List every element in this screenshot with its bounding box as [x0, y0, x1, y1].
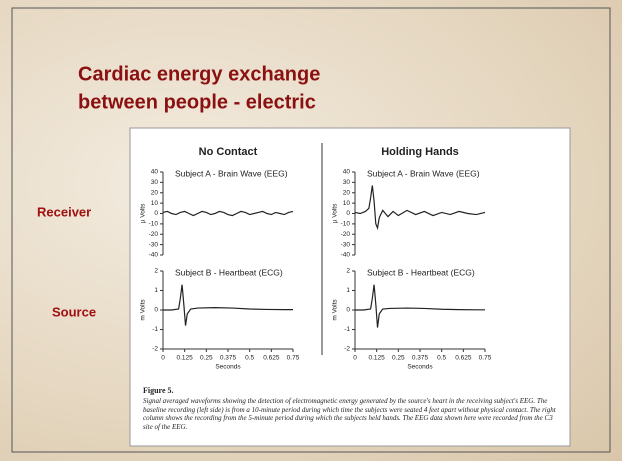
- column-header: Holding Hands: [381, 146, 459, 158]
- y-tick-label: 30: [343, 179, 351, 186]
- x-tick-label: 0.25: [200, 355, 213, 362]
- y-tick-label: -30: [149, 241, 159, 248]
- y-tick-label: -1: [344, 326, 350, 333]
- figure-panel: [129, 127, 571, 447]
- y-tick-label: 0: [346, 210, 350, 217]
- y-tick-label: 0: [154, 210, 158, 217]
- x-tick-label: 0.375: [412, 355, 429, 362]
- y-tick-label: 2: [346, 268, 350, 275]
- chart-title: Subject B - Heartbeat (ECG): [175, 267, 283, 277]
- x-tick-label: 0.75: [287, 355, 300, 362]
- waveform: [162, 210, 294, 217]
- figure-caption: Signal averaged waveforms showing the de…: [143, 397, 556, 431]
- x-tick-label: 0.625: [263, 355, 280, 362]
- y-tick-label: 2: [154, 268, 158, 275]
- waveform: [354, 185, 486, 231]
- y-tick-label: 30: [151, 179, 159, 186]
- slide-title: Cardiac energy exchange: [78, 63, 320, 85]
- y-tick-label: 20: [151, 189, 159, 196]
- waveform: [163, 284, 293, 326]
- row-label: Source: [52, 304, 96, 319]
- slide-frame: [11, 7, 611, 453]
- x-tick-label: 0.125: [177, 355, 194, 362]
- y-tick-label: -10: [149, 221, 159, 228]
- y-tick-label: -1: [152, 326, 158, 333]
- y-tick-label: 10: [343, 200, 351, 207]
- y-tick-label: -10: [341, 221, 351, 228]
- y-axis-label: µ Volts: [332, 203, 339, 223]
- y-axis-label: m Volts: [332, 299, 339, 321]
- x-tick-label: 0.125: [369, 355, 386, 362]
- chart-title: Subject A - Brain Wave (EEG): [367, 168, 480, 178]
- x-tick-label: 0.5: [437, 355, 446, 362]
- waveform: [355, 284, 485, 328]
- y-tick-label: 1: [346, 287, 350, 294]
- y-tick-label: 1: [154, 287, 158, 294]
- y-tick-label: 0: [346, 307, 350, 314]
- column-header: No Contact: [199, 146, 258, 158]
- y-tick-label: -2: [152, 346, 158, 353]
- y-tick-label: 20: [343, 189, 351, 196]
- y-tick-label: -2: [344, 346, 350, 353]
- x-tick-label: 0.25: [392, 355, 405, 362]
- x-tick-label: 0: [353, 355, 357, 362]
- x-tick-label: 0.625: [455, 355, 472, 362]
- chart-title: Subject A - Brain Wave (EEG): [175, 168, 288, 178]
- x-tick-label: 0: [161, 355, 165, 362]
- x-tick-label: 0.5: [245, 355, 254, 362]
- slide-title: between people - electric: [78, 91, 316, 113]
- x-tick-label: 0.375: [220, 355, 237, 362]
- x-axis-label: Seconds: [215, 364, 241, 371]
- y-tick-label: 0: [154, 307, 158, 314]
- y-tick-label: -20: [341, 231, 351, 238]
- y-tick-label: -40: [149, 252, 159, 259]
- y-tick-label: -40: [341, 252, 351, 259]
- x-tick-label: 0.75: [479, 355, 492, 362]
- y-axis-label: m Volts: [140, 299, 147, 321]
- y-axis-label: µ Volts: [140, 203, 147, 223]
- y-tick-label: 40: [343, 169, 351, 176]
- chart-title: Subject B - Heartbeat (ECG): [367, 267, 475, 277]
- x-axis-label: Seconds: [407, 364, 433, 371]
- y-tick-label: -20: [149, 231, 159, 238]
- figure-label: Figure 5.: [143, 386, 174, 395]
- y-tick-label: 10: [151, 200, 159, 207]
- y-tick-label: -30: [341, 241, 351, 248]
- row-label: Receiver: [37, 204, 91, 219]
- y-tick-label: 40: [151, 169, 159, 176]
